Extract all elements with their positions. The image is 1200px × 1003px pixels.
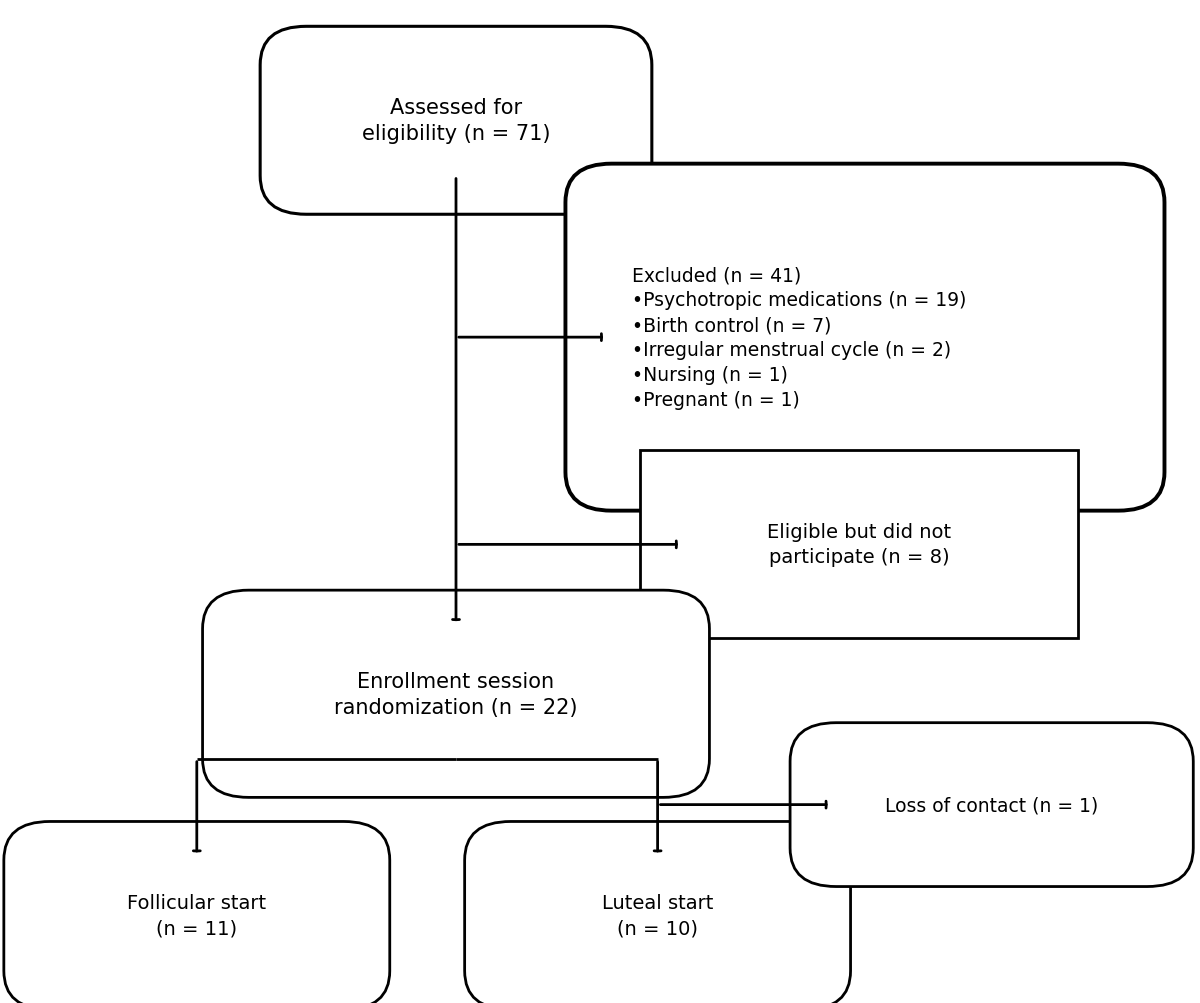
Text: Eligible but did not
participate (n = 8): Eligible but did not participate (n = 8) [767,523,952,567]
FancyBboxPatch shape [565,164,1164,512]
FancyBboxPatch shape [260,27,652,215]
Text: Excluded (n = 41)
•Psychotropic medications (n = 19)
•Birth control (n = 7)
•Irr: Excluded (n = 41) •Psychotropic medicati… [632,266,967,410]
FancyBboxPatch shape [4,821,390,1003]
Text: Follicular start
(n = 11): Follicular start (n = 11) [127,894,266,938]
FancyBboxPatch shape [790,723,1193,887]
FancyBboxPatch shape [464,821,851,1003]
Text: Loss of contact (n = 1): Loss of contact (n = 1) [886,795,1098,814]
Text: Luteal start
(n = 10): Luteal start (n = 10) [602,894,713,938]
Text: Assessed for
eligibility (n = 71): Assessed for eligibility (n = 71) [361,98,551,144]
FancyBboxPatch shape [641,451,1078,639]
Text: Enrollment session
randomization (n = 22): Enrollment session randomization (n = 22… [335,671,577,717]
FancyBboxPatch shape [203,591,709,797]
